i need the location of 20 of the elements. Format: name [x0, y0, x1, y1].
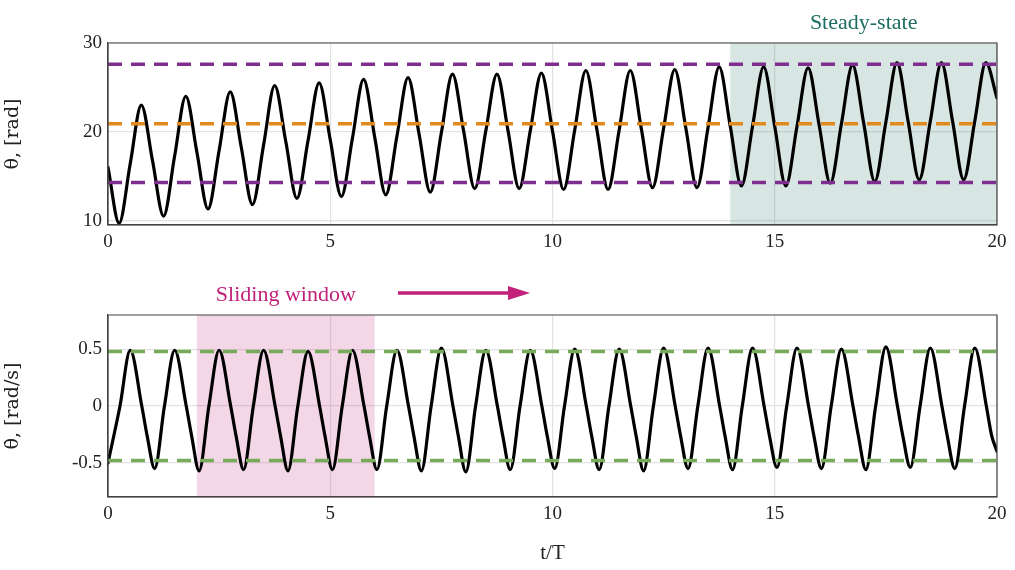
x-tick-label: 15 — [765, 230, 785, 252]
x-tick-label: 5 — [325, 230, 335, 252]
x-tick-label: 10 — [543, 230, 562, 252]
y-tick-label: 0.5 — [78, 337, 102, 359]
x-tick-label: 10 — [543, 502, 562, 524]
x-tick-label: 15 — [765, 502, 785, 524]
x-tick-label: 20 — [987, 230, 1007, 252]
band-label: Sliding window — [215, 281, 356, 306]
x-tick-label: 20 — [987, 502, 1007, 524]
y-axis-title: θ, [rad] — [0, 98, 23, 170]
y-tick-label: -0.5 — [71, 450, 102, 472]
y-tick-label: 20 — [83, 119, 102, 141]
y-axis-title: θ̇, [rad/s] — [0, 362, 23, 450]
y-tick-label: 10 — [83, 208, 102, 230]
x-axis-title: t/T — [540, 539, 565, 564]
line-series — [108, 345, 997, 474]
y-tick-label: 30 — [83, 30, 102, 52]
x-tick-label: 5 — [325, 502, 335, 524]
y-tick-label: 0 — [92, 393, 102, 415]
band-label: Steady-state — [809, 9, 918, 34]
